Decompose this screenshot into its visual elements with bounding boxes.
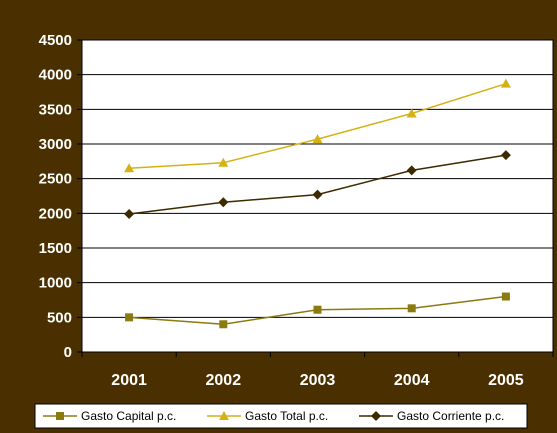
series-diamond bbox=[124, 150, 511, 220]
series-square bbox=[125, 292, 510, 329]
y-axis-ticks: 0 500 1000 1500 2000 2500 3000 3500 4000 4500 bbox=[39, 32, 82, 361]
y-tick-label: 0 bbox=[64, 344, 72, 361]
y-tick-label: 1500 bbox=[39, 240, 72, 257]
data-point bbox=[501, 292, 510, 301]
data-point bbox=[218, 197, 229, 208]
series-triangle bbox=[124, 78, 511, 173]
x-tick-label: 2005 bbox=[488, 372, 524, 389]
y-tick-label: 2500 bbox=[39, 171, 72, 188]
y-tick-label: 1000 bbox=[39, 275, 72, 292]
y-tick-label: 4000 bbox=[39, 67, 72, 84]
x-axis-ticks: 2001 2002 2003 2004 2005 bbox=[81, 352, 554, 389]
legend-item: Gasto Capital p.c. bbox=[43, 409, 176, 423]
data-point bbox=[312, 189, 323, 200]
data-point bbox=[124, 163, 135, 173]
legend-label: Gasto Corriente p.c. bbox=[397, 409, 504, 423]
data-point bbox=[406, 165, 417, 176]
x-tick-label: 2003 bbox=[300, 372, 336, 389]
legend-marker bbox=[219, 411, 229, 420]
legend-item: Gasto Total p.c. bbox=[207, 409, 328, 423]
data-point bbox=[218, 157, 229, 167]
y-tick-label: 500 bbox=[47, 309, 72, 326]
data-point bbox=[313, 305, 322, 314]
y-tick-label: 3000 bbox=[39, 136, 72, 153]
legend: Gasto Capital p.c. Gasto Total p.c. Gasto … bbox=[34, 403, 528, 429]
legend-label: Gasto Capital p.c. bbox=[81, 409, 176, 423]
y-tick-label: 3500 bbox=[39, 101, 72, 118]
legend-label: Gasto Total p.c. bbox=[245, 409, 328, 423]
y-tick-label: 2000 bbox=[39, 205, 72, 222]
y-tick-label: 4500 bbox=[39, 32, 72, 49]
series-layer bbox=[124, 78, 511, 329]
data-point bbox=[312, 134, 323, 144]
plot-border bbox=[81, 39, 554, 353]
data-point bbox=[124, 209, 135, 220]
data-point bbox=[406, 108, 417, 118]
x-tick-label: 2001 bbox=[111, 372, 147, 389]
legend-marker bbox=[371, 411, 381, 421]
data-point bbox=[500, 150, 511, 161]
data-point bbox=[125, 313, 134, 322]
legend-marker bbox=[56, 412, 64, 420]
legend-box bbox=[34, 403, 528, 429]
data-point bbox=[219, 320, 228, 329]
data-point bbox=[407, 304, 416, 313]
x-tick-label: 2004 bbox=[394, 372, 430, 389]
data-point bbox=[500, 78, 511, 88]
legend-item: Gasto Corriente p.c. bbox=[359, 409, 504, 423]
x-tick-label: 2002 bbox=[206, 372, 242, 389]
